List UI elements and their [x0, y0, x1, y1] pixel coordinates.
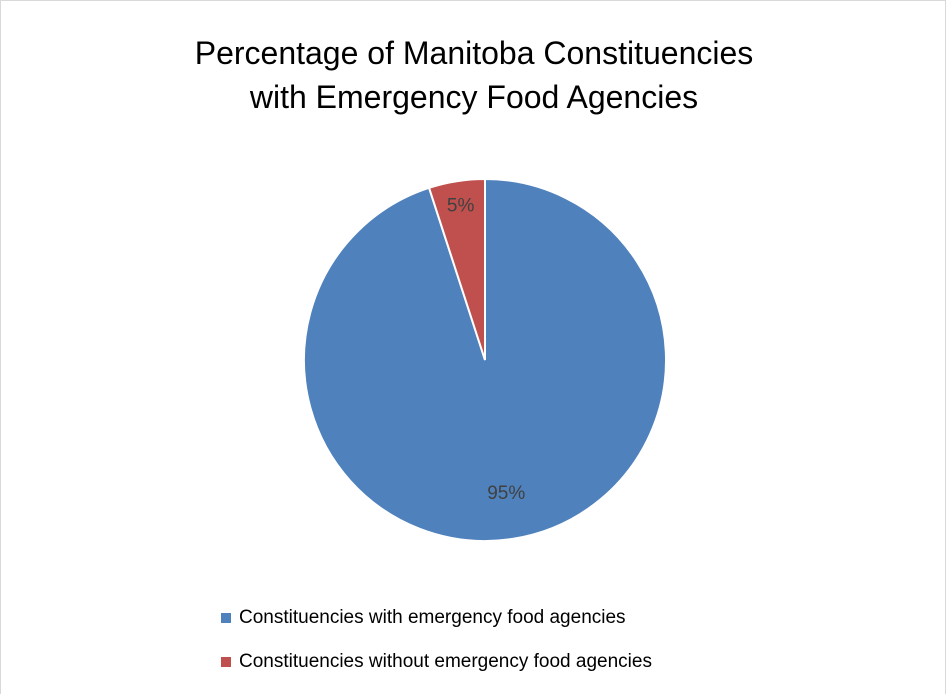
chart-title-line-1: Percentage of Manitoba Constituencies	[194, 35, 754, 71]
legend-item-with-agencies: Constituencies with emergency food agenc…	[221, 607, 652, 629]
chart-title: Percentage of Manitoba Constituencies wi…	[1, 31, 947, 119]
pie-label-with-agencies: 95%	[487, 483, 525, 504]
pie-slice-without-agencies	[427, 177, 486, 361]
legend-label-without-agencies: Constituencies without emergency food ag…	[239, 651, 652, 672]
chart-title-line-2: with Emergency Food Agencies	[249, 79, 699, 115]
pie-label-without-agencies: 5%	[447, 195, 475, 216]
legend-swatch-with-agencies	[221, 613, 231, 623]
legend-item-without-agencies: Constituencies without emergency food ag…	[221, 651, 652, 673]
legend-swatch-without-agencies	[221, 657, 231, 667]
legend-label-with-agencies: Constituencies with emergency food agenc…	[239, 607, 626, 628]
legend: Constituencies with emergency food agenc…	[221, 607, 652, 695]
